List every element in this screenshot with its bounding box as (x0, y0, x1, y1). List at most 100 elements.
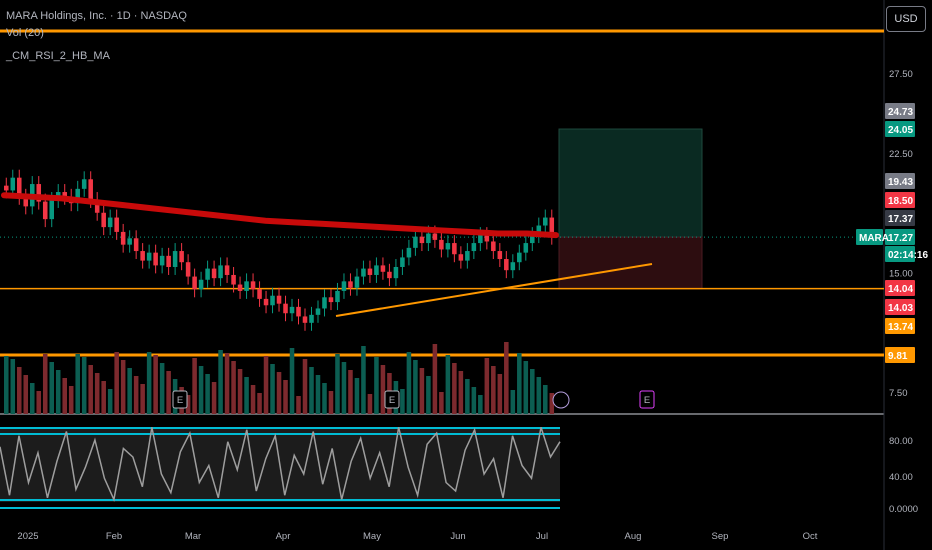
volume-bar (270, 364, 275, 414)
volume-bar (309, 367, 314, 414)
candle-body (127, 238, 132, 245)
candle-body (523, 243, 529, 253)
x-axis-tick-label: Oct (803, 531, 818, 542)
volume-bar (510, 390, 516, 414)
volume-bar (140, 384, 145, 414)
volume-bar (478, 395, 483, 414)
volume-bar (517, 353, 522, 414)
candle-body (484, 235, 490, 242)
candle-body (432, 233, 438, 240)
volume-bar (530, 369, 535, 414)
candle-body (296, 306, 301, 317)
candle-body (322, 297, 327, 309)
rsi-axis-tick-label: 0.0000 (889, 504, 918, 515)
volume-bar (153, 355, 158, 414)
candle-body (400, 257, 405, 267)
volume-bar (146, 352, 152, 414)
earnings-marker-label: E (389, 395, 395, 406)
volume-bar (289, 348, 295, 414)
volume-bar (497, 374, 503, 414)
candle-body (445, 243, 451, 250)
volume-bar (380, 365, 386, 414)
y-axis-tick-label: 27.50 (889, 69, 913, 80)
volume-bar (354, 378, 360, 414)
price-label-box (885, 246, 915, 262)
price-label-box (885, 173, 915, 189)
candle-body (10, 177, 16, 191)
symbol-tag-box (856, 229, 883, 245)
candle-body (120, 231, 126, 245)
volume-bar (400, 389, 405, 414)
candle-body (419, 236, 425, 244)
candle-body (406, 247, 412, 258)
volume-bar (348, 370, 353, 414)
candle-body (107, 217, 113, 228)
volume-bar (49, 362, 55, 414)
price-label-box (885, 121, 915, 137)
rsi-axis-tick-label: 80.00 (889, 436, 913, 447)
volume-bar (419, 368, 425, 414)
volume-bar (198, 366, 204, 414)
candle-body (211, 268, 217, 279)
volume-bar (88, 365, 93, 414)
volume-bar (341, 362, 347, 414)
candle-body (452, 243, 457, 255)
x-axis-tick-label: May (363, 531, 381, 542)
volume-bar (10, 359, 16, 414)
price-label-box (885, 318, 915, 334)
candle-body (172, 251, 178, 267)
price-label-box (885, 103, 915, 119)
volume-bar (426, 376, 431, 414)
volume-bar (237, 369, 243, 414)
volume-bar (75, 354, 80, 414)
volume-bar (114, 352, 119, 414)
candle-body (341, 281, 347, 291)
candle-body (198, 279, 204, 290)
volume-bar (413, 360, 418, 414)
volume-bar (62, 378, 67, 414)
candle-body (289, 306, 295, 314)
currency-button[interactable]: USD (886, 6, 926, 32)
candle-body (23, 196, 29, 207)
candle-body (536, 225, 542, 236)
volume-bar (458, 371, 464, 414)
volume-bar (257, 393, 262, 414)
candle-body (88, 179, 93, 201)
volume-bar (231, 361, 236, 414)
candle-body (49, 200, 55, 220)
candle-body (302, 316, 308, 323)
candle-body (159, 255, 165, 266)
trend-line (335, 263, 653, 317)
x-axis-tick-label: Jun (450, 531, 465, 542)
candle-body (244, 281, 249, 291)
volume-bar (205, 374, 210, 414)
candle-body (393, 266, 399, 279)
volume-bar (211, 382, 217, 414)
volume-bar (523, 361, 529, 414)
volume-bar (374, 357, 379, 414)
candle-body (549, 217, 555, 237)
x-axis-tick-label: Apr (276, 531, 291, 542)
volume-bar (335, 354, 340, 414)
candle-body (114, 217, 119, 232)
position-profit-zone (558, 128, 703, 238)
rsi-line (0, 427, 561, 503)
candle-body (42, 201, 48, 220)
candle-body (328, 297, 334, 303)
candle-body (361, 268, 366, 277)
candle-body (153, 252, 158, 266)
candle-body (146, 252, 152, 261)
volume-bar (4, 356, 9, 414)
y-axis-tick-label: 7.50 (889, 388, 908, 399)
candle-body (517, 252, 522, 263)
volume-bar (465, 379, 470, 414)
rsi-indicator-label: _CM_RSI_2_HB_MA (6, 50, 110, 62)
price-label-text: 02:14:16 (888, 250, 928, 261)
volume-bar (55, 370, 61, 414)
candle-body (465, 251, 470, 261)
candle-body (471, 243, 477, 252)
candle-body (257, 289, 262, 299)
volume-bar (159, 363, 165, 414)
candle-body (497, 251, 503, 260)
